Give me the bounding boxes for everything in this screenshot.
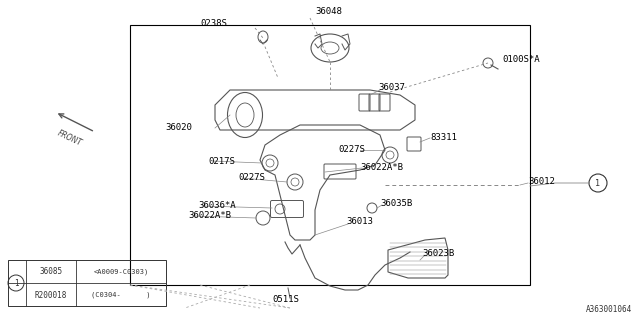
- Text: 36023B: 36023B: [422, 250, 454, 259]
- Text: 0511S: 0511S: [273, 295, 300, 305]
- Text: <A0009-C0303): <A0009-C0303): [93, 269, 148, 275]
- Text: 36022A*B: 36022A*B: [188, 211, 231, 220]
- Text: 0217S: 0217S: [208, 156, 235, 165]
- Text: 0227S: 0227S: [238, 172, 265, 181]
- Text: 36013: 36013: [346, 218, 373, 227]
- Text: 0227S: 0227S: [338, 145, 365, 154]
- Text: 1: 1: [595, 179, 600, 188]
- Text: 36035B: 36035B: [380, 199, 412, 209]
- Text: 36048: 36048: [315, 7, 342, 17]
- Bar: [8, 260, 166, 306]
- Text: 0100S*A: 0100S*A: [502, 55, 540, 65]
- Text: 36085: 36085: [40, 268, 63, 276]
- Text: 83311: 83311: [430, 132, 457, 141]
- Text: A363001064: A363001064: [586, 305, 632, 314]
- Text: FRONT: FRONT: [56, 128, 84, 148]
- Text: 36037: 36037: [378, 83, 405, 92]
- Text: R200018: R200018: [35, 291, 67, 300]
- Text: 1: 1: [13, 278, 19, 287]
- Text: 36036*A: 36036*A: [198, 201, 236, 210]
- Bar: [130, 25, 530, 285]
- Text: (C0304-      ): (C0304- ): [92, 292, 151, 298]
- Text: 36022A*B: 36022A*B: [360, 163, 403, 172]
- Text: 36012: 36012: [528, 178, 555, 187]
- Text: 0238S: 0238S: [200, 20, 227, 28]
- Text: 36020: 36020: [165, 124, 192, 132]
